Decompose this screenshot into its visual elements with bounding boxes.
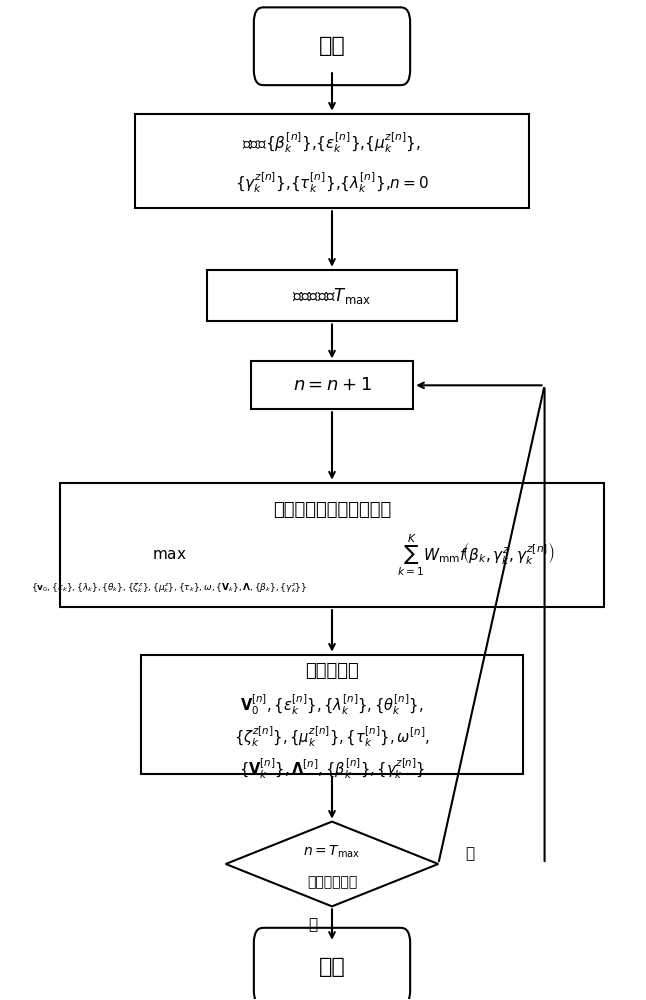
Text: 开始: 开始 bbox=[318, 36, 346, 56]
Text: $\{\zeta_k^{z[n]}\},\{\mu_k^{z[n]}\},\{\tau_k^{[n]}\},\omega^{[n]},$: $\{\zeta_k^{z[n]}\},\{\mu_k^{z[n]}\},\{\… bbox=[234, 724, 430, 749]
Bar bbox=[135, 114, 529, 208]
Bar bbox=[141, 655, 523, 774]
FancyBboxPatch shape bbox=[254, 928, 410, 1000]
Text: 解决没有秩一约束的问题: 解决没有秩一约束的问题 bbox=[273, 501, 391, 519]
FancyBboxPatch shape bbox=[254, 7, 410, 85]
Text: $\max$: $\max$ bbox=[152, 547, 187, 562]
Polygon shape bbox=[225, 822, 438, 906]
Text: $n=n+1$: $n=n+1$ bbox=[293, 376, 371, 394]
Text: 获得最优解: 获得最优解 bbox=[305, 662, 359, 680]
Text: 结束: 结束 bbox=[318, 957, 346, 977]
Text: $\mathbf{V}_0^{[n]},\{\varepsilon_k^{[n]}\},\{\lambda_k^{[n]}\},\{\theta_k^{[n]}: $\mathbf{V}_0^{[n]},\{\varepsilon_k^{[n]… bbox=[240, 692, 424, 717]
Text: 是: 是 bbox=[309, 917, 318, 932]
Text: 或者算法收敛: 或者算法收敛 bbox=[307, 875, 357, 889]
Text: 最大迭代数$T_{\max}$: 最大迭代数$T_{\max}$ bbox=[293, 286, 371, 306]
Text: 初始化$\{\beta_k^{[n]}\}$,$\{\varepsilon_k^{[n]}\}$,$\{\mu_k^{z[n]}\}$,: 初始化$\{\beta_k^{[n]}\}$,$\{\varepsilon_k^… bbox=[242, 131, 422, 155]
Text: $\{\gamma_k^{z[n]}\}$,$\{\tau_k^{[n]}\}$,$\{\lambda_k^{[n]}\}$,$n=0$: $\{\gamma_k^{z[n]}\}$,$\{\tau_k^{[n]}\}$… bbox=[235, 170, 429, 195]
Text: 否: 否 bbox=[465, 847, 474, 862]
Bar bbox=[251, 361, 413, 409]
Bar bbox=[60, 483, 604, 607]
Text: $\{\mathbf{V}_k^{[n]}\},\mathbf{\Lambda}^{[n]},\{\beta_k^{[n]}\},\{\gamma_k^{z[n: $\{\mathbf{V}_k^{[n]}\},\mathbf{\Lambda}… bbox=[239, 756, 425, 781]
Text: $\sum_{k=1}^{K}W_{\mathrm{mm}}f\!\left(\beta_k,\gamma_k^z,\gamma_k^{z[n]}\right): $\sum_{k=1}^{K}W_{\mathrm{mm}}f\!\left(\… bbox=[397, 532, 555, 578]
Text: $\{\mathbf{v}_0,\{\varepsilon_k\},\{\lambda_k\},\{\theta_k\},\{\zeta_k^z\},\{\mu: $\{\mathbf{v}_0,\{\varepsilon_k\},\{\lam… bbox=[31, 581, 307, 595]
Text: $n=T_{\max}$: $n=T_{\max}$ bbox=[304, 844, 360, 860]
Bar bbox=[207, 270, 457, 321]
